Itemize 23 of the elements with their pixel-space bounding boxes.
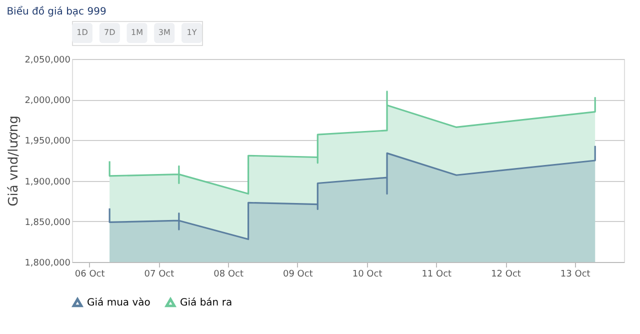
x-tick-label: 12 Oct: [491, 270, 522, 280]
y-tick-label: 2,000,000: [24, 96, 71, 106]
x-tick-label: 06 Oct: [74, 270, 106, 280]
y-tick-label: 1,800,000: [24, 258, 71, 268]
text: 1D: [76, 28, 88, 37]
legend-label: Giá mua vào: [87, 298, 150, 309]
y-tick-label: 1,850,000: [24, 218, 71, 228]
y-tick-label: 1,950,000: [24, 136, 71, 147]
text: 1M: [131, 28, 144, 37]
chart-title: Biểu đồ giá bạc 999: [6, 6, 106, 18]
y-axis-title: Giá vnd/lượng: [6, 116, 22, 206]
legend-label: Giá bán ra: [180, 298, 232, 309]
x-tick-label: 09 Oct: [282, 270, 314, 280]
text: 3M: [158, 28, 170, 37]
y-tick-label: 2,050,000: [24, 56, 71, 66]
x-tick-label: 13 Oct: [560, 270, 591, 280]
x-tick-label: 08 Oct: [214, 270, 244, 280]
x-tick-label: 11 Oct: [422, 270, 452, 280]
text: 7D: [104, 28, 116, 37]
x-tick-label: 10 Oct: [352, 270, 383, 280]
x-tick-label: 07 Oct: [144, 270, 175, 280]
y-tick-label: 1,900,000: [24, 177, 71, 188]
text: 1Y: [186, 28, 197, 37]
